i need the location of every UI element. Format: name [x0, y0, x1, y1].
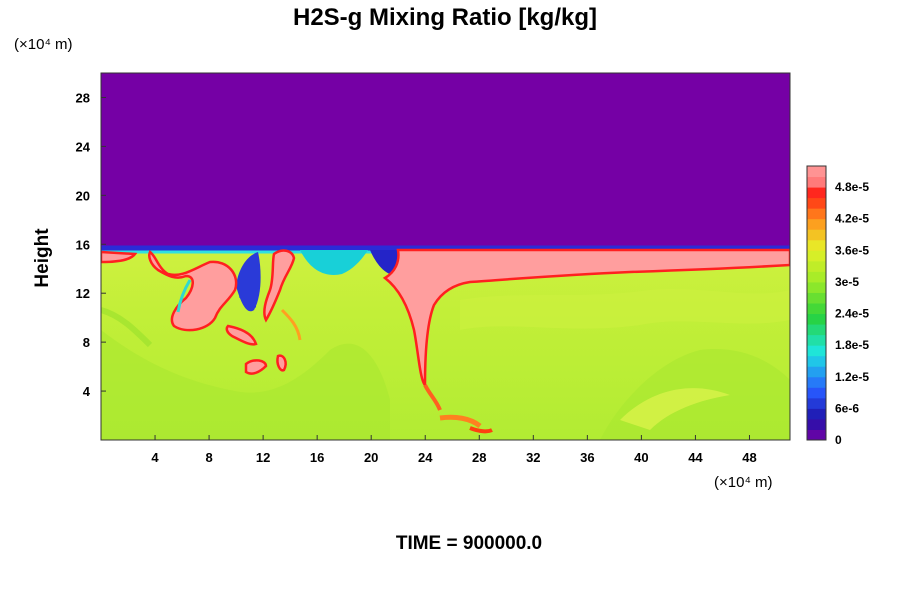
streak: [439, 414, 482, 429]
plume-blob: [276, 354, 287, 372]
plume-right: [382, 248, 790, 389]
colorbar-swatch: [807, 271, 826, 283]
plot-frame: [100, 72, 791, 441]
plume-group: [101, 248, 790, 389]
colorbar-swatch: [807, 324, 826, 336]
y-tick-label: 12: [76, 286, 90, 301]
x-tick-label: 44: [688, 450, 703, 465]
streak: [238, 294, 257, 308]
colorbar-ticks: 0 6e-6 1.2e-5 1.8e-5 2.4e-5 3e-5 3.6e-5 4.2e-5 4…: [835, 180, 869, 447]
x-tick-label: 40: [634, 450, 648, 465]
colorbar-swatch: [807, 187, 826, 199]
colorbar-swatch: [807, 345, 826, 357]
colorbar-swatch: [807, 303, 826, 315]
streak: [280, 308, 302, 341]
swirl-region: [620, 388, 730, 430]
colorbar-swatch: [807, 166, 826, 178]
colorbar-swatch: [807, 250, 826, 262]
upper-layer: [101, 73, 790, 248]
colorbar: 0 6e-6 1.2e-5 1.8e-5 2.4e-5 3e-5 3.6e-5 4.2e-5 4…: [806, 165, 869, 447]
y-unit-label: (×10⁴ m): [14, 36, 73, 53]
y-axis-ticks: 4 8 12 16 20 24 28: [76, 90, 106, 399]
streak: [423, 384, 442, 411]
x-tick-label: 28: [472, 450, 486, 465]
time-label: TIME = 900000.0: [396, 533, 542, 554]
y-tick-label: 24: [76, 139, 91, 154]
plume-swirl: [148, 250, 238, 332]
plume-hook: [263, 249, 296, 323]
colorbar-tick-label: 1.8e-5: [835, 338, 869, 352]
colorbar-swatch: [807, 376, 826, 388]
x-tick-label: 16: [310, 450, 324, 465]
colorbar-swatch: [807, 366, 826, 378]
x-tick-label: 24: [418, 450, 433, 465]
x-tick-label: 48: [742, 450, 756, 465]
colorbar-tick-label: 6e-6: [835, 401, 859, 415]
y-tick-label: 4: [83, 384, 91, 399]
colorbar-tick-label: 1.2e-5: [835, 370, 869, 384]
colorbar-swatch: [807, 292, 826, 304]
swirl-region: [101, 330, 390, 440]
cavity: [370, 250, 401, 276]
plume-blob: [244, 359, 268, 375]
plume-blob: [225, 324, 258, 346]
y-tick-label: 8: [83, 335, 90, 350]
x-tick-label: 32: [526, 450, 540, 465]
colorbar-swatch: [807, 176, 826, 188]
x-tick-label: 8: [205, 450, 212, 465]
colorbar-tick-label: 4.2e-5: [835, 212, 869, 226]
colorbar-swatch: [807, 387, 826, 399]
y-axis-label: Height: [32, 228, 53, 288]
y-tick-label: 20: [76, 188, 90, 203]
colorbar-swatches: [807, 166, 826, 441]
streak: [176, 279, 192, 313]
colorbar-tick-label: 3.6e-5: [835, 243, 869, 257]
colorbar-tick-label: 3e-5: [835, 275, 859, 289]
colorbar-tick-label: 2.4e-5: [835, 307, 869, 321]
plot-area: [101, 73, 790, 440]
x-unit-label: (×10⁴ m): [714, 474, 773, 491]
swirl-region: [101, 307, 153, 348]
colorbar-swatch: [807, 281, 826, 293]
colorbar-swatch: [807, 208, 826, 220]
colorbar-swatch: [807, 429, 826, 441]
x-axis-ticks: 4 8 12 16 20 24 28 32 36 40 44 48: [151, 435, 757, 465]
colorbar-swatch: [807, 408, 826, 420]
y-tick-label: 16: [76, 237, 90, 252]
swirl-region: [460, 288, 790, 330]
colorbar-swatch: [807, 418, 826, 430]
colorbar-swatch: [807, 355, 826, 367]
colorbar-swatch: [807, 229, 826, 241]
x-tick-label: 20: [364, 450, 378, 465]
colorbar-swatch: [807, 239, 826, 251]
colorbar-swatch: [807, 260, 826, 272]
x-tick-label: 4: [151, 450, 159, 465]
cavity: [300, 250, 368, 275]
colorbar-swatch: [807, 397, 826, 409]
colorbar-tick-label: 4.8e-5: [835, 180, 869, 194]
colorbar-frame: [806, 165, 827, 441]
colorbar-swatch: [807, 313, 826, 325]
y-tick-label: 28: [76, 90, 90, 105]
colorbar-swatch: [807, 334, 826, 346]
chart-title: H2S-g Mixing Ratio [kg/kg]: [293, 4, 597, 31]
x-tick-label: 12: [256, 450, 270, 465]
streak: [469, 426, 493, 434]
colorbar-swatch: [807, 218, 826, 230]
colorbar-swatch: [807, 197, 826, 209]
x-tick-label: 36: [580, 450, 594, 465]
colorbar-tick-label: 0: [835, 433, 842, 447]
